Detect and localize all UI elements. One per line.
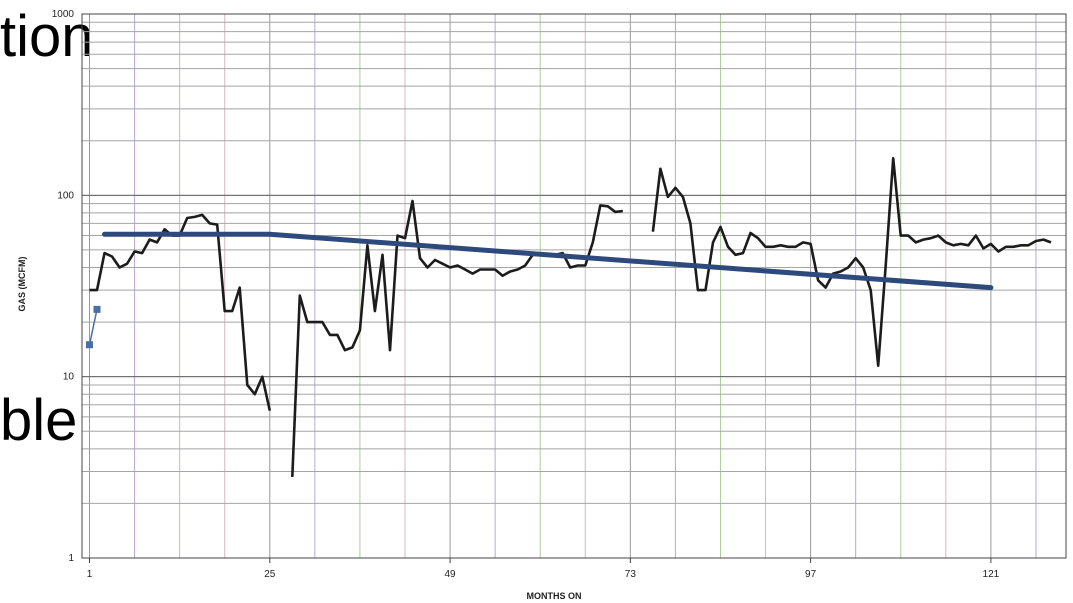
early-data-point bbox=[86, 341, 94, 349]
plot-area-frame bbox=[81, 13, 1067, 559]
production-line-segment bbox=[291, 199, 623, 477]
early-data-point bbox=[93, 305, 101, 313]
y-tick-label: 1 bbox=[68, 553, 74, 564]
x-axis-ticks: 1 25 49 73 97 121 bbox=[87, 558, 1000, 580]
vertical-grid-lines bbox=[89, 14, 1037, 558]
y-axis-ticks: 1 10 100 1000 bbox=[52, 9, 75, 564]
y-tick-label: 100 bbox=[57, 190, 74, 201]
y-tick-label: 10 bbox=[63, 372, 75, 383]
x-tick-label: 121 bbox=[983, 569, 1000, 580]
x-tick-label: 97 bbox=[805, 569, 817, 580]
x-tick-label: 49 bbox=[444, 569, 456, 580]
early-data-line bbox=[88, 309, 98, 345]
series-layer bbox=[86, 157, 1052, 477]
x-tick-label: 73 bbox=[625, 569, 637, 580]
y-tick-label: 1000 bbox=[52, 9, 75, 20]
background-slide-text-top: tion bbox=[0, 4, 94, 69]
decline-trend-line bbox=[102, 231, 994, 291]
background-slide-text-middle: ble bbox=[0, 388, 78, 453]
production-line-segment bbox=[651, 157, 1052, 367]
x-axis-title: MONTHS ON bbox=[527, 591, 582, 601]
x-tick-label: 1 bbox=[87, 569, 93, 580]
x-tick-label: 25 bbox=[264, 569, 276, 580]
y-axis-title: GAS (MCFM) bbox=[17, 257, 27, 312]
horizontal-grid-lines bbox=[82, 13, 1066, 559]
